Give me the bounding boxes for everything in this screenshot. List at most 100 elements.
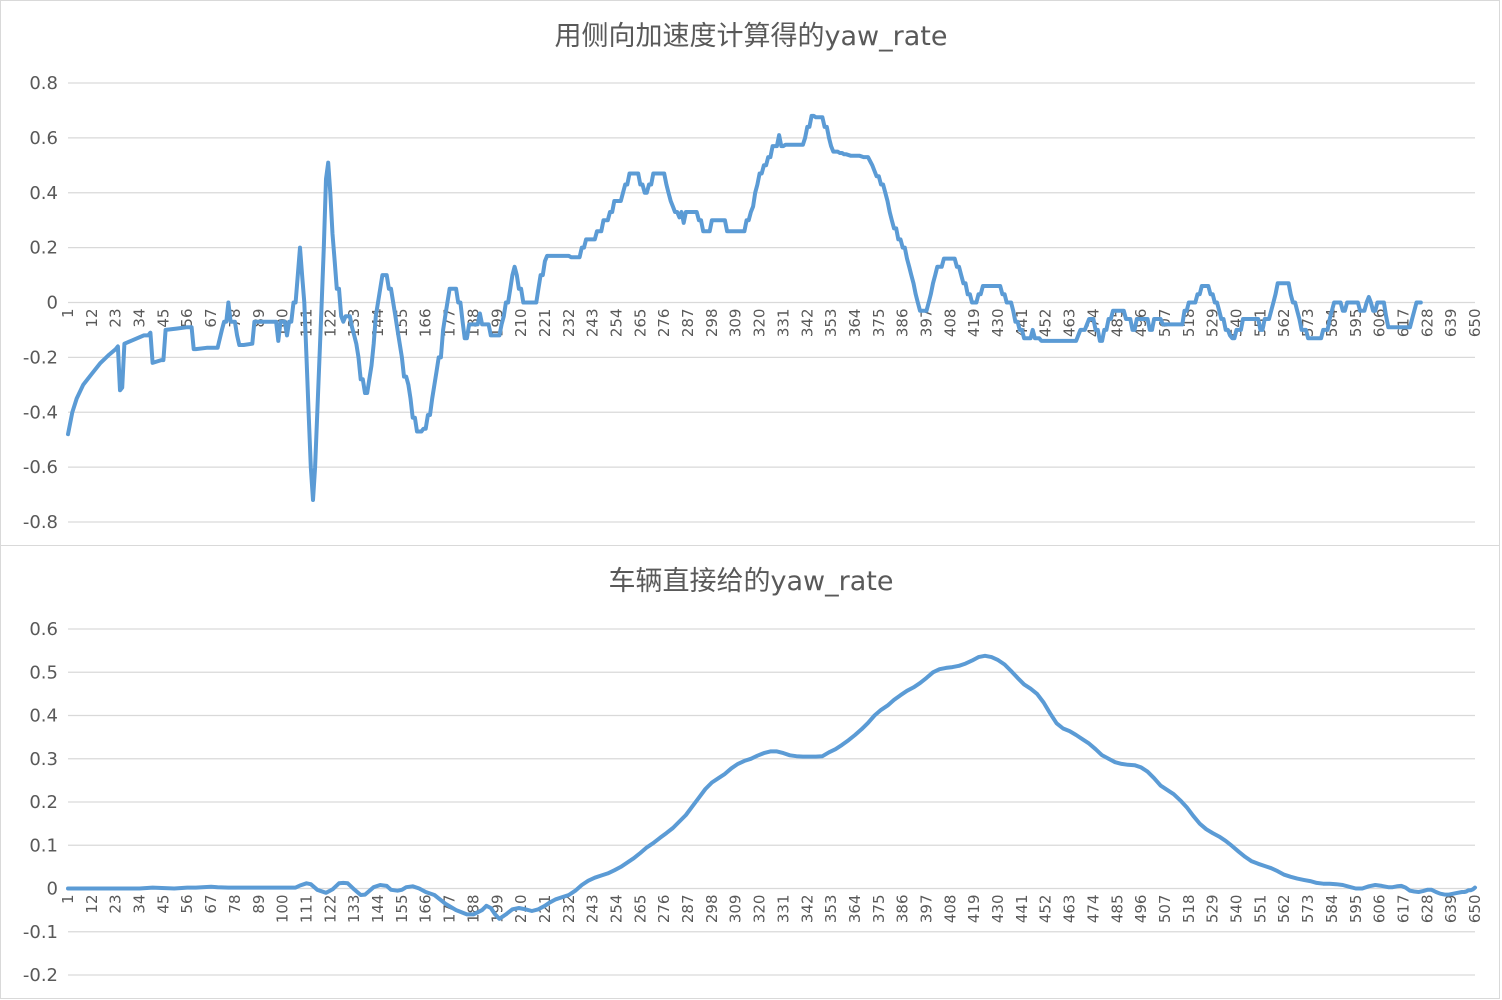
x-tick-label: 540 (1228, 895, 1246, 924)
y-tick-label: 0.4 (29, 706, 58, 727)
x-tick-label: 309 (727, 309, 745, 338)
x-tick-label: 562 (1275, 309, 1293, 338)
x-tick-label: 287 (679, 309, 697, 338)
x-tick-label: 507 (1156, 895, 1174, 924)
x-tick-label: 595 (1347, 309, 1365, 338)
x-tick-label: 23 (107, 895, 125, 914)
x-tick-label: 617 (1394, 895, 1412, 924)
x-tick-label: 639 (1442, 309, 1460, 338)
x-tick-label: 628 (1418, 895, 1436, 924)
x-tick-label: 397 (918, 895, 936, 924)
x-tick-label: 320 (751, 895, 769, 924)
x-tick-label: 45 (154, 895, 172, 914)
x-tick-label: 166 (417, 309, 435, 338)
x-tick-label: 232 (560, 895, 578, 924)
chart-title: 车辆直接给的yaw_rate (609, 566, 894, 597)
x-tick-label: 650 (1466, 895, 1484, 924)
y-tick-label: 0 (47, 879, 58, 900)
series-line (66, 113, 1423, 502)
x-tick-label: 485 (1108, 895, 1126, 924)
x-tick-label: 320 (751, 309, 769, 338)
x-tick-label: 617 (1394, 309, 1412, 338)
x-tick-label: 496 (1132, 895, 1150, 924)
y-tick-label: 0.1 (29, 835, 58, 856)
chart-top-panel: 用侧向加速度计算得的yaw_rate 0.8 0.6 0.4 0.2 0 -0.2 -0.4… (0, 0, 1500, 546)
chart-top-svg: 用侧向加速度计算得的yaw_rate 0.8 0.6 0.4 0.2 0 -0.2 -0.4… (23, 21, 1484, 533)
x-tick-label: 584 (1323, 895, 1341, 924)
x-tick-label: 56 (178, 895, 196, 914)
x-tick-label: 100 (274, 895, 292, 924)
x-tick-label: 364 (846, 895, 864, 924)
x-tick-label: 243 (584, 309, 602, 338)
x-tick-label: 474 (1084, 895, 1102, 924)
y-tick-label: 0.2 (29, 238, 58, 259)
x-tick-label: 353 (822, 895, 840, 924)
chart-bottom-svg: 车辆直接给的yaw_rate 0.6 0.5 0.4 0.3 0.2 0.1 0 -0.1 -0… (23, 566, 1484, 986)
x-tick-label: 551 (1251, 895, 1269, 924)
x-tick-label: 276 (655, 309, 673, 338)
x-tick-label: 254 (607, 309, 625, 338)
x-tick-label: 452 (1037, 895, 1055, 924)
x-tick-label: 353 (822, 309, 840, 338)
x-tick-label: 419 (965, 895, 983, 924)
x-tick-label: 562 (1275, 895, 1293, 924)
x-tick-label: 650 (1466, 309, 1484, 338)
y-tick-label: -0.2 (23, 347, 58, 368)
chart-title: 用侧向加速度计算得的yaw_rate (555, 21, 948, 52)
y-tick-label: 0.3 (29, 749, 58, 770)
x-tick-label: 298 (703, 895, 721, 924)
x-tick-label: 232 (560, 309, 578, 338)
y-tick-label: 0.2 (29, 792, 58, 813)
x-tick-label: 628 (1418, 309, 1436, 338)
y-tick-label: 0.4 (29, 183, 58, 204)
x-tick-label: 342 (798, 309, 816, 338)
x-tick-label: 573 (1299, 895, 1317, 924)
series-line (66, 653, 1477, 921)
x-tick-label: 133 (345, 895, 363, 924)
y-tick-label: 0.5 (29, 662, 58, 683)
x-tick-label: 67 (202, 309, 220, 328)
x-tick-label: 639 (1442, 895, 1460, 924)
x-tick-label: 408 (941, 895, 959, 924)
x-tick-label: 34 (131, 309, 149, 328)
x-tick-label: 122 (321, 309, 339, 338)
x-tick-label: 34 (131, 895, 149, 914)
x-tick-label: 397 (918, 309, 936, 338)
y-tick-label: -0.1 (23, 922, 58, 943)
x-tick-label: 12 (83, 895, 101, 914)
chart-bottom-panel: 车辆直接给的yaw_rate 0.6 0.5 0.4 0.3 0.2 0.1 0 -0.1 -0… (0, 545, 1500, 999)
x-tick-label: 45 (154, 309, 172, 328)
x-tick-label: 166 (417, 895, 435, 924)
x-tick-label: 144 (369, 895, 387, 924)
x-tick-label: 441 (1013, 309, 1031, 338)
y-tick-label: -0.4 (23, 402, 58, 423)
y-tick-label: 0 (47, 293, 58, 314)
y-tick-label: -0.6 (23, 457, 58, 478)
x-tick-label: 375 (870, 309, 888, 338)
x-tick-label: 375 (870, 895, 888, 924)
x-tick-label: 595 (1347, 895, 1365, 924)
x-tick-label: 56 (178, 309, 196, 328)
x-tick-label: 331 (774, 895, 792, 924)
x-tick-label: 1 (59, 895, 77, 905)
x-tick-label: 331 (774, 309, 792, 338)
x-tick-label: 12 (83, 309, 101, 328)
x-tick-label: 386 (894, 895, 912, 924)
x-tick-label: 408 (941, 309, 959, 338)
x-tick-label: 441 (1013, 895, 1031, 924)
x-tick-label: 309 (727, 895, 745, 924)
x-tick-label: 67 (202, 895, 220, 914)
x-tick-label: 606 (1371, 895, 1389, 924)
x-tick-label: 518 (1180, 895, 1198, 924)
x-tick-label: 287 (679, 895, 697, 924)
x-tick-label: 265 (631, 309, 649, 338)
x-tick-label: 210 (512, 309, 530, 338)
x-tick-label: 188 (464, 895, 482, 924)
x-tick-label: 111 (297, 895, 315, 924)
x-tick-label: 430 (989, 894, 1007, 923)
x-tick-label: 122 (321, 895, 339, 924)
y-tick-label: 0.6 (29, 128, 58, 149)
x-tick-label: 1 (59, 309, 77, 319)
x-tick-label: 463 (1061, 895, 1079, 924)
y-tick-label: 0.6 (29, 619, 58, 640)
